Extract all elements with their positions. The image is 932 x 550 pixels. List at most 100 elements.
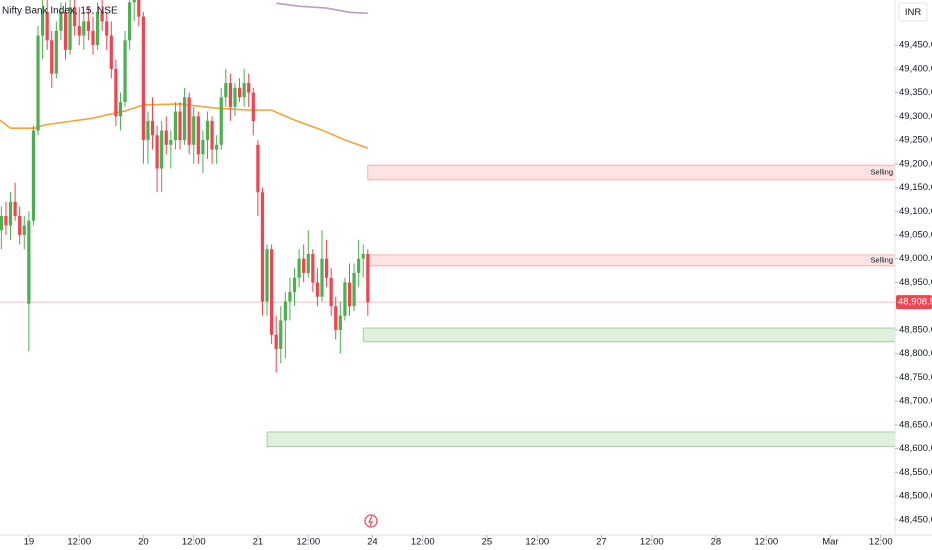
y-tick-label: 49,250.00 (899, 135, 932, 146)
y-tick-label: 49,100.00 (899, 206, 932, 217)
x-tick-label: 27 (596, 537, 607, 548)
candle-body (187, 97, 191, 145)
y-tick-label: 48,550.00 (899, 467, 932, 478)
candle-body (302, 258, 306, 273)
candle-body (215, 144, 219, 150)
candle-body (320, 258, 324, 297)
candle-body (59, 11, 63, 31)
zone (367, 254, 896, 267)
y-tick-label: 48,750.00 (899, 372, 932, 383)
candle-body (343, 282, 347, 316)
candle-body (178, 111, 182, 141)
candle-body (18, 215, 22, 235)
x-tick-label: 12:00 (411, 537, 435, 548)
candle-body (63, 11, 68, 50)
zone (367, 164, 896, 181)
candle-body (224, 83, 228, 98)
candle-body (182, 97, 187, 141)
x-tick-label: 12:00 (182, 537, 206, 548)
x-tick-label: 12:00 (67, 537, 91, 548)
x-tick-label: 21 (253, 537, 264, 548)
x-tick-label: Mar (822, 537, 838, 548)
candle-body (306, 253, 310, 273)
y-tick-label: 49,150.00 (899, 182, 932, 193)
candle-body (160, 130, 164, 169)
x-tick-label: 19 (24, 537, 35, 548)
alert-icon[interactable] (364, 514, 378, 528)
candle-body (205, 121, 210, 141)
y-tick-label: 48,700.00 (899, 396, 932, 407)
candle-body (210, 121, 214, 150)
candle-body (68, 7, 72, 50)
candle-body (247, 83, 251, 93)
candle-body (357, 258, 361, 273)
candle-body (338, 315, 342, 330)
candle-body (297, 258, 301, 278)
y-tick-label: 48,650.00 (899, 419, 932, 430)
candle-body (150, 121, 155, 136)
candle-body (169, 140, 173, 145)
zone (266, 431, 896, 448)
x-tick-label: 12:00 (869, 537, 893, 548)
candle-body (292, 277, 297, 292)
zone-label: Selling (870, 168, 893, 177)
candle-body (274, 334, 278, 349)
candle-body (128, 2, 132, 41)
candle-body (4, 215, 8, 226)
candle-body (146, 121, 150, 141)
candle-body (82, 21, 86, 36)
candle-body (192, 116, 196, 145)
candle-body (329, 277, 333, 307)
candle-body (91, 30, 95, 46)
candle-body (73, 7, 77, 27)
candle-body (95, 11, 100, 46)
candle-body (100, 11, 104, 22)
y-tick-label: 48,600.00 (899, 443, 932, 454)
candle-body (123, 40, 127, 103)
y-tick-label: 49,200.00 (899, 158, 932, 169)
currency: INR (905, 7, 922, 18)
currency-box[interactable] (898, 2, 928, 22)
candle-body (366, 253, 370, 303)
candle-body (288, 291, 292, 302)
candle-body (141, 16, 145, 141)
indicator-line (276, 2, 368, 15)
candle-body (164, 130, 168, 145)
y-tick-label: 49,000.00 (899, 253, 932, 264)
x-tick-label: 12:00 (640, 537, 664, 548)
y-tick-label: 48,950.00 (899, 277, 932, 288)
y-tick-label: 49,050.00 (899, 229, 932, 240)
last-price-badge (896, 295, 932, 310)
candle-body (283, 301, 287, 321)
candle-body (173, 111, 178, 141)
candle-body (137, 0, 141, 17)
candle-body (315, 282, 320, 297)
candle-body (279, 320, 283, 349)
candle-body (155, 135, 159, 169)
zone (362, 327, 896, 343)
candle-body (118, 102, 123, 117)
x-tick-label: 12:00 (296, 537, 320, 548)
candle-body (242, 83, 246, 98)
x-tick-label: 28 (711, 537, 722, 548)
candle-body (132, 0, 136, 3)
candle-body (196, 116, 200, 155)
candle-body (270, 249, 274, 335)
candle-body (361, 253, 365, 259)
candle-body (219, 97, 223, 145)
x-tick-label: 25 (482, 537, 493, 548)
y-tick-label: 49,400.00 (899, 63, 932, 74)
candle-body (114, 68, 118, 117)
candle-body (77, 26, 81, 36)
x-tick-label: 24 (367, 537, 378, 548)
x-tick-label: 20 (138, 537, 149, 548)
y-tick-label: 48,800.00 (899, 348, 932, 359)
candle-body (54, 30, 58, 74)
candle-body (251, 92, 255, 122)
x-tick-label: 12:00 (525, 537, 549, 548)
candle-body (8, 201, 13, 226)
candle-body (105, 21, 109, 36)
candle-body (256, 144, 260, 193)
